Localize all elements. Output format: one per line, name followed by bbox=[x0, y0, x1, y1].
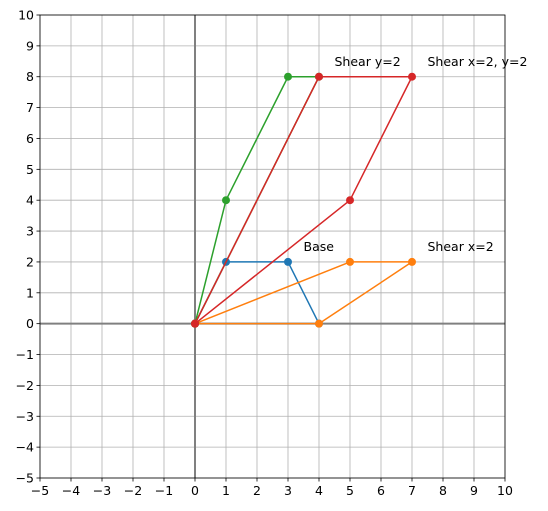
plot-border bbox=[39, 14, 506, 479]
x-tick-label: 1 bbox=[222, 483, 230, 498]
plot-frame bbox=[39, 14, 506, 479]
series-point bbox=[284, 257, 292, 266]
x-tick-label: 10 bbox=[497, 483, 513, 498]
series-group bbox=[191, 72, 416, 328]
x-tick-label: −4 bbox=[62, 483, 80, 498]
x-tick-label: 2 bbox=[253, 483, 261, 498]
y-tick-label: 1 bbox=[26, 285, 34, 300]
y-tick-label: 9 bbox=[26, 38, 34, 53]
y-tick-label: −1 bbox=[16, 347, 34, 362]
y-tick-label: 10 bbox=[18, 8, 34, 23]
y-tick-label: −4 bbox=[16, 440, 34, 455]
x-tick-label: −2 bbox=[124, 483, 142, 498]
annotation-label: Shear x=2, y=2 bbox=[428, 54, 528, 69]
y-tick-label: 4 bbox=[26, 193, 34, 208]
x-tick-label: 4 bbox=[315, 483, 323, 498]
series-point bbox=[315, 319, 323, 328]
y-tick-label: 6 bbox=[26, 131, 34, 146]
x-tick-label: 5 bbox=[346, 483, 354, 498]
x-tick-label: 8 bbox=[439, 483, 447, 498]
y-tick-label: 7 bbox=[26, 100, 34, 115]
series-4 bbox=[191, 72, 416, 328]
x-tick-label: −3 bbox=[93, 483, 111, 498]
y-tick-label: −5 bbox=[16, 471, 34, 486]
annotation-label: Base bbox=[304, 239, 335, 254]
annotations: Base Shear x=2 Shear y=2 Shear x=2, y=2 bbox=[304, 54, 528, 254]
y-tick-label: −2 bbox=[16, 378, 34, 393]
series-point bbox=[284, 72, 292, 81]
series-point bbox=[408, 257, 416, 266]
y-tick-label: 3 bbox=[26, 224, 34, 239]
y-tick-label: 8 bbox=[26, 69, 34, 84]
x-tick-label: 0 bbox=[191, 483, 199, 498]
x-tick-label: 6 bbox=[377, 483, 385, 498]
series-point bbox=[408, 72, 416, 81]
x-tick-label: −5 bbox=[31, 483, 49, 498]
x-tick-label: 3 bbox=[284, 483, 292, 498]
x-tick-label: 9 bbox=[470, 483, 478, 498]
y-tick-label: −3 bbox=[16, 409, 34, 424]
series-point bbox=[222, 196, 230, 205]
y-axis-ticks: −5 −4 −3 −2 −1 0 1 2 3 4 5 6 7 8 9 10 bbox=[16, 8, 40, 486]
y-tick-label: 2 bbox=[26, 254, 34, 269]
x-tick-label: −1 bbox=[155, 483, 173, 498]
series-point bbox=[191, 319, 199, 328]
annotation-label: Shear x=2 bbox=[428, 239, 494, 254]
y-tick-label: 0 bbox=[26, 316, 34, 331]
x-tick-label: 7 bbox=[408, 483, 416, 498]
series-point bbox=[346, 196, 354, 205]
y-tick-label: 5 bbox=[26, 162, 34, 177]
series-point bbox=[346, 257, 354, 266]
series-point bbox=[315, 72, 323, 81]
x-axis-ticks: −5 −4 −3 −2 −1 0 1 2 3 4 5 6 7 8 9 10 bbox=[31, 478, 513, 498]
annotation-label: Shear y=2 bbox=[335, 54, 401, 69]
